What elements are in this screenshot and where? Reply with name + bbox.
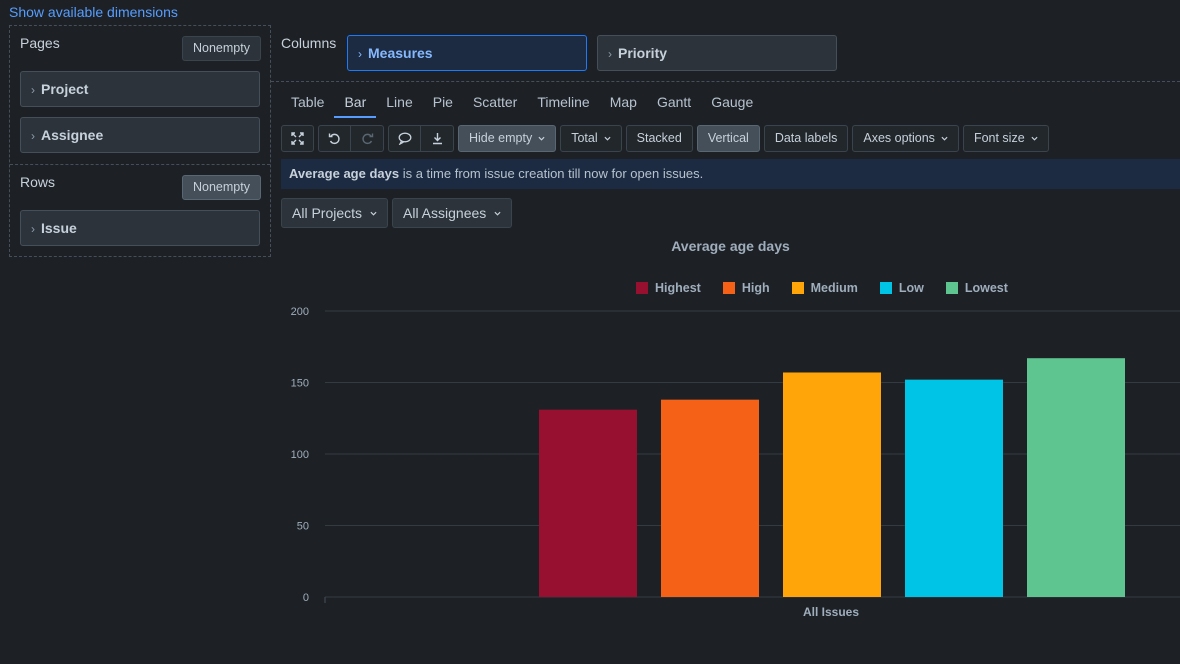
tab-gantt[interactable]: Gantt [656,94,692,110]
legend-swatch [722,282,735,294]
tab-timeline[interactable]: Timeline [537,94,590,110]
y-tick-label: 200 [291,306,309,318]
pages-nonempty-button[interactable]: Nonempty [182,36,261,61]
total-label: Total [571,131,598,145]
tab-gauge[interactable]: Gauge [711,94,754,110]
chart-title: Average age days [671,238,790,254]
legend-label: Medium [810,281,858,295]
legend-label: Highest [655,281,701,295]
chart-type-tabs: Table Bar Line Pie Scatter Timeline Map … [281,90,763,118]
undo-icon [328,133,340,145]
legend-label: Low [898,281,924,295]
dimension-chip-project[interactable]: › Project [20,71,260,107]
chevron-right-icon: › [31,83,35,97]
total-dropdown[interactable]: Total [560,125,622,152]
expand-icon [291,132,304,145]
tab-scatter[interactable]: Scatter [472,94,518,110]
axes-options-label: Axes options [863,131,935,145]
download-icon [432,133,442,145]
dimension-chip-label: Project [41,81,89,97]
export-button[interactable] [421,125,454,152]
columns-divider [271,81,1180,82]
bar-highest[interactable] [539,409,637,597]
y-tick-label: 50 [297,521,309,533]
data-labels-button[interactable]: Data labels [763,125,849,152]
column-chip-label: Measures [368,45,433,61]
chevron-down-icon [1031,136,1038,141]
pages-label: Pages [20,35,60,51]
legend-item-highest[interactable]: Highest [636,281,701,295]
dimension-chip-issue[interactable]: › Issue [20,210,260,246]
undo-button[interactable] [318,125,351,152]
rows-nonempty-button[interactable]: Nonempty [182,175,261,200]
projects-filter-dropdown[interactable]: All Projects [281,198,389,228]
chevron-right-icon: › [31,222,35,236]
comment-icon [398,132,411,145]
chart-legend: Highest High Medium Low Lowest [636,281,1008,295]
fullscreen-button[interactable] [281,125,314,152]
redo-icon [361,133,373,145]
bar-chart: 0 50 100 150 200 All Issues [291,306,1180,619]
column-chip-measures[interactable]: › Measures [347,35,587,71]
chevron-down-icon [604,136,611,141]
measure-description: is a time from issue creation till now f… [399,166,704,181]
columns-label: Columns [281,35,337,51]
hide-empty-label: Hide empty [469,131,533,145]
tab-bar[interactable]: Bar [334,90,377,118]
legend-label: High [741,281,770,295]
stacked-button[interactable]: Stacked [625,125,693,152]
assignees-filter-dropdown[interactable]: All Assignees [392,198,513,228]
legend-item-low[interactable]: Low [879,281,924,295]
chevron-right-icon: › [31,129,35,143]
dimension-chip-assignee[interactable]: › Assignee [20,117,260,153]
measure-info-bar: Average age days is a time from issue cr… [281,159,1180,189]
y-tick-label: 150 [291,378,309,390]
font-size-label: Font size [973,131,1025,145]
tab-table[interactable]: Table [291,94,325,110]
legend-swatch [879,282,892,294]
chevron-down-icon [494,211,501,216]
bar-medium[interactable] [783,372,881,597]
tab-map[interactable]: Map [609,94,637,110]
chevron-down-icon [538,136,545,141]
hide-empty-dropdown[interactable]: Hide empty [458,125,557,152]
font-size-dropdown[interactable]: Font size [962,125,1049,152]
assignees-filter-label: All Assignees [403,205,487,221]
legend-swatch [636,282,648,294]
axes-options-dropdown[interactable]: Axes options [852,125,959,152]
legend-item-lowest[interactable]: Lowest [945,281,1008,295]
show-available-dimensions-link[interactable]: Show available dimensions [9,4,178,20]
tab-line[interactable]: Line [386,94,413,110]
measure-name: Average age days [289,166,400,181]
x-category-label: All Issues [803,605,859,619]
bar-high[interactable] [661,399,759,597]
chevron-down-icon [941,136,948,141]
legend-item-medium[interactable]: Medium [791,281,858,295]
chevron-down-icon [370,211,377,216]
column-chip-label: Priority [618,45,668,61]
bar-lowest[interactable] [1027,358,1125,597]
chart-toolbar: Hide empty Total Stacked Vertical Data l… [281,125,1049,152]
y-tick-label: 100 [291,449,309,461]
projects-filter-label: All Projects [292,205,363,221]
redo-button[interactable] [351,125,384,152]
dimension-chip-label: Assignee [41,127,104,143]
comment-button[interactable] [388,125,421,152]
legend-item-high[interactable]: High [722,281,770,295]
legend-label: Lowest [964,281,1008,295]
legend-swatch [945,282,958,294]
column-chip-priority[interactable]: › Priority [597,35,837,71]
dimension-chip-label: Issue [41,220,77,236]
chevron-right-icon: › [358,47,362,61]
rows-label: Rows [20,174,56,190]
chevron-right-icon: › [608,47,612,61]
vertical-button[interactable]: Vertical [696,125,760,152]
legend-swatch [791,282,804,294]
y-tick-label: 0 [303,592,309,604]
section-divider [10,164,270,165]
pages-rows-panel: Pages Nonempty › Project › Assignee Rows N… [9,25,271,257]
tab-pie[interactable]: Pie [432,94,453,110]
bar-low[interactable] [905,379,1003,597]
